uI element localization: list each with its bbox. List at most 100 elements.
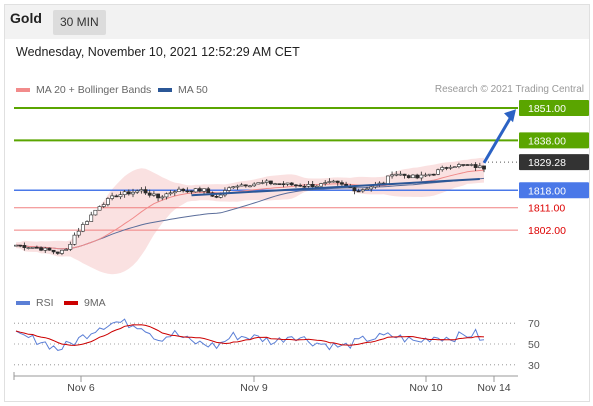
legend-swatch: [158, 88, 172, 93]
candle: [131, 188, 135, 198]
candle: [93, 209, 98, 216]
candle: [160, 194, 165, 201]
candle: [30, 247, 35, 249]
candle-body: [264, 180, 269, 183]
candle-body: [323, 182, 328, 184]
candle: [139, 187, 144, 194]
candle-body: [151, 193, 156, 196]
candle: [327, 178, 332, 184]
candle: [440, 165, 445, 172]
candle-body: [202, 188, 206, 192]
candle-body: [331, 180, 336, 183]
candle: [477, 162, 482, 169]
candle: [243, 184, 248, 188]
candle: [110, 192, 115, 201]
candle-body: [277, 183, 282, 185]
candle-body: [143, 189, 148, 194]
candle-body: [76, 230, 81, 236]
level-badge: [519, 132, 589, 149]
level-label: 1838.00: [528, 135, 566, 147]
candle: [423, 172, 428, 177]
candle: [356, 188, 361, 193]
candle: [147, 189, 152, 198]
candle-body: [319, 183, 323, 187]
candle: [51, 249, 56, 255]
candle: [473, 162, 478, 171]
candle-body: [260, 182, 265, 184]
candle: [394, 170, 399, 177]
legend-item-ma20-bollinger: MA 20 + Bollinger Bands: [16, 84, 151, 96]
candle: [323, 180, 328, 186]
level-resistance-1: 1838.00: [14, 132, 589, 149]
candle-body: [97, 206, 102, 211]
candle-body: [415, 174, 420, 179]
candle: [427, 173, 432, 177]
candle-body: [289, 182, 294, 186]
candle-body: [218, 194, 223, 198]
candle: [72, 232, 77, 246]
candle-body: [298, 184, 303, 187]
candle-body: [469, 164, 474, 166]
instrument-title: Gold: [10, 10, 42, 26]
candle-body: [461, 164, 466, 166]
candle-body: [168, 192, 173, 195]
level-label: 1851.00: [528, 103, 566, 115]
candle-body: [360, 189, 365, 192]
level-current-2: 1829.28: [484, 154, 589, 171]
candle-body: [390, 174, 394, 177]
chart-timestamp: Wednesday, November 10, 2021 12:52:29 AM…: [16, 45, 300, 59]
candle-body: [352, 187, 357, 192]
level-support_light-5: 1802.00: [14, 225, 566, 237]
level-label: 1811.00: [528, 203, 565, 215]
candle: [415, 173, 420, 180]
trendline: [191, 178, 480, 197]
candle-body: [106, 198, 110, 205]
candle-body: [365, 188, 369, 191]
candle-body: [369, 186, 374, 190]
candle-body: [147, 192, 152, 196]
candle: [60, 249, 64, 256]
candle-body: [256, 182, 261, 185]
candle-body: [406, 175, 411, 179]
candle: [461, 164, 466, 167]
candle: [231, 186, 236, 189]
timeframe-button[interactable]: 30 MIN: [53, 10, 106, 35]
candle: [431, 173, 436, 176]
candle-body: [14, 244, 18, 247]
legend-label: MA 20 + Bollinger Bands: [36, 84, 152, 96]
candle-body: [385, 175, 390, 185]
candle-body: [281, 183, 286, 186]
candle-body: [419, 174, 424, 179]
candle-body: [231, 186, 236, 189]
candle-body: [273, 183, 277, 185]
rsi-tick-label: 30: [528, 360, 540, 372]
candle-body: [68, 244, 73, 250]
forecast-arrow-shaft: [482, 114, 514, 164]
candle: [39, 246, 43, 252]
candle-body: [436, 169, 440, 175]
candle-body: [394, 173, 399, 176]
candle: [151, 191, 156, 197]
candle: [419, 171, 424, 181]
candle: [369, 185, 374, 192]
candle-body: [126, 191, 131, 195]
candle: [106, 197, 110, 207]
candle-body: [164, 193, 169, 198]
candle: [406, 174, 411, 179]
candle: [273, 182, 277, 186]
candle-body: [197, 188, 202, 192]
candle: [335, 180, 340, 186]
candle-body: [18, 244, 23, 247]
candle-body: [193, 188, 198, 193]
candle: [289, 182, 294, 187]
candle: [197, 186, 202, 193]
candle-body: [43, 247, 48, 251]
candle-body: [477, 165, 482, 168]
x-tick-label: Nov 10: [409, 382, 442, 394]
level-badge: [519, 154, 589, 171]
candle: [319, 182, 323, 187]
candle-body: [114, 195, 119, 198]
candle-body: [189, 190, 194, 193]
legend-item-9ma: 9MA: [64, 297, 106, 309]
candle-body: [314, 185, 319, 188]
